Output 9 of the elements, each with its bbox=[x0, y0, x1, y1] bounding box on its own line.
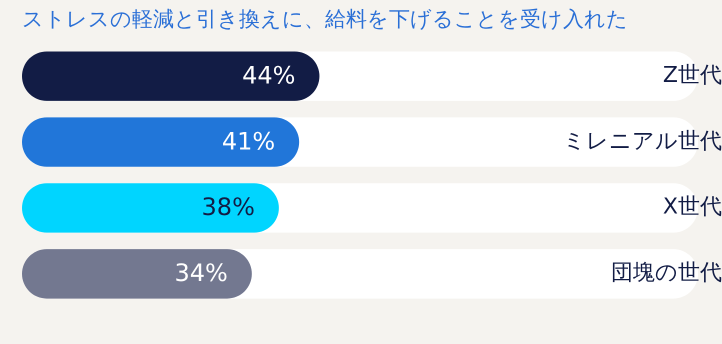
y-tick-label: 団塊の世代 bbox=[611, 260, 722, 286]
y-tick-label: ミレニアル世代 bbox=[563, 128, 722, 154]
y-tick-label: Z世代 bbox=[662, 62, 722, 88]
data-label: 38% bbox=[202, 193, 255, 222]
data-label: 34% bbox=[174, 259, 228, 288]
data-label: 41% bbox=[222, 127, 276, 156]
y-tick-label: X世代 bbox=[662, 194, 722, 220]
data-label: 44% bbox=[242, 61, 296, 90]
chart-title: ストレスの軽減と引き換えに、給料を下げることを受け入れた bbox=[22, 7, 628, 32]
